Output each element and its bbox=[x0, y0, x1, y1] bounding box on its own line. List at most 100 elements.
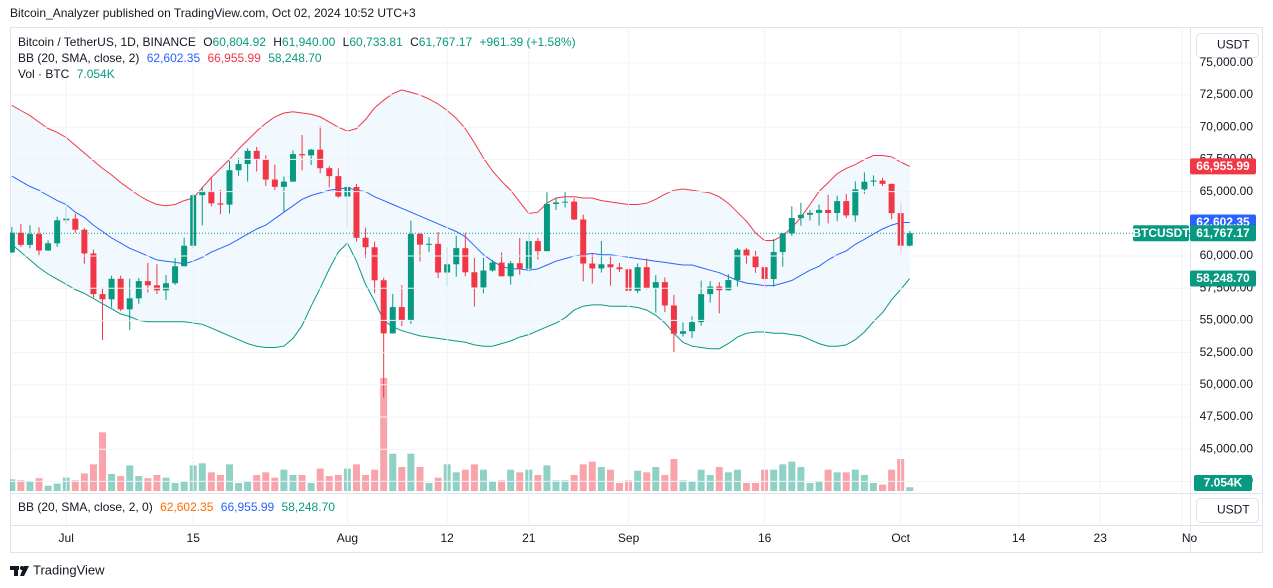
volume-bar bbox=[688, 481, 696, 491]
volume-bar bbox=[334, 475, 342, 491]
volume-bar bbox=[561, 480, 569, 491]
candle-body bbox=[81, 229, 88, 254]
brand-name: TradingView bbox=[33, 562, 105, 577]
candle-body bbox=[870, 180, 877, 182]
volume-bar bbox=[634, 470, 642, 491]
symbol-tag-label: BTCUSDT bbox=[1132, 226, 1190, 240]
volume-bar bbox=[325, 476, 333, 491]
x-tick-label: 15 bbox=[187, 531, 201, 545]
candle-body bbox=[380, 280, 387, 334]
candle-body bbox=[661, 282, 668, 306]
volume-bar bbox=[697, 469, 705, 491]
candle-body bbox=[834, 201, 841, 213]
vol-title: Vol · BTC bbox=[18, 67, 70, 81]
volume-tag bbox=[1194, 475, 1252, 491]
candle-body bbox=[99, 294, 106, 300]
candle-body bbox=[752, 256, 759, 268]
candle-body bbox=[797, 214, 804, 219]
volume-bar bbox=[797, 467, 805, 491]
volume-bar bbox=[10, 479, 16, 491]
candle-body bbox=[426, 243, 433, 245]
volume-bar bbox=[770, 469, 778, 491]
candle-body bbox=[108, 278, 115, 300]
candle-body bbox=[289, 154, 296, 182]
volume-bar bbox=[80, 473, 88, 491]
price-tag-label: 61,767.17 bbox=[1196, 226, 1250, 240]
volume-bar bbox=[53, 483, 61, 491]
volume-bar bbox=[126, 465, 134, 491]
volume-bar bbox=[117, 476, 125, 491]
candle-body bbox=[770, 252, 777, 280]
volume-bar bbox=[280, 469, 288, 491]
volume-bar bbox=[860, 475, 868, 491]
x-tick-label: Aug bbox=[337, 531, 358, 545]
candle-body bbox=[362, 237, 369, 248]
candle-body bbox=[779, 233, 786, 253]
candle-body bbox=[54, 220, 61, 244]
volume-bar bbox=[788, 461, 796, 491]
candle-body bbox=[679, 331, 686, 334]
volume-bar bbox=[434, 477, 442, 491]
x-tick-label: No bbox=[1182, 531, 1198, 545]
currency-button[interactable] bbox=[1196, 498, 1259, 523]
candle-body bbox=[652, 282, 659, 289]
plot-area bbox=[10, 89, 914, 491]
candle-body bbox=[398, 307, 405, 321]
candle-body bbox=[353, 187, 360, 238]
candle-body bbox=[271, 179, 278, 187]
bb-value: 62,602.35 bbox=[146, 51, 201, 65]
candle-body bbox=[235, 164, 242, 171]
volume-bar bbox=[606, 469, 614, 491]
volume-bar bbox=[244, 481, 252, 491]
volume-bar bbox=[380, 377, 388, 491]
bb-value: 66,955.99 bbox=[207, 51, 261, 65]
candle-body bbox=[643, 267, 650, 289]
volume-bar bbox=[815, 481, 823, 491]
candle-body bbox=[144, 281, 151, 286]
candle-body bbox=[589, 263, 596, 269]
volume-bar bbox=[225, 464, 233, 491]
volume-bar bbox=[71, 480, 79, 491]
volume-bar bbox=[235, 483, 243, 491]
volume-bar bbox=[742, 483, 750, 491]
x-tick-label: 23 bbox=[1094, 531, 1108, 545]
volume-bar bbox=[888, 469, 896, 491]
candle-body bbox=[698, 294, 705, 323]
change: +961.39 (+1.58%) bbox=[479, 35, 576, 49]
candle-body bbox=[543, 204, 550, 252]
y-tick-label: 75,000.00 bbox=[1200, 55, 1254, 69]
y-tick-label: 70,000.00 bbox=[1200, 119, 1254, 133]
candle-body bbox=[843, 201, 850, 216]
volume-bar bbox=[597, 467, 605, 491]
volume-bar bbox=[316, 468, 324, 491]
volume-bar bbox=[44, 485, 52, 491]
candle-body bbox=[634, 267, 641, 291]
price-tag bbox=[1190, 225, 1256, 242]
y-tick-label: 65,000.00 bbox=[1200, 184, 1254, 198]
currency-label: USDT bbox=[1217, 503, 1250, 517]
candle-body bbox=[326, 168, 333, 177]
volume-bar bbox=[489, 481, 497, 491]
volume-bar bbox=[461, 469, 469, 491]
volume-bar bbox=[17, 480, 25, 491]
candle-body bbox=[852, 189, 859, 216]
currency-button[interactable] bbox=[1196, 33, 1259, 58]
volume-bar bbox=[135, 476, 143, 491]
volume-bar bbox=[715, 467, 723, 491]
bb-title: BB (20, SMA, close, 2) bbox=[18, 51, 140, 65]
band-line bbox=[11, 175, 910, 287]
volume-bar bbox=[171, 483, 179, 491]
ohlc-value: 60,804.92 bbox=[212, 35, 266, 49]
candle-body bbox=[670, 305, 677, 334]
volume-bar bbox=[588, 461, 596, 491]
candle-body bbox=[135, 281, 142, 299]
volume-bar bbox=[661, 475, 669, 491]
candle-body bbox=[879, 180, 886, 184]
pane-legend: BB (20, SMA, close, 2, 0) 62,602.35 66,9… bbox=[18, 499, 339, 515]
band-fill bbox=[11, 89, 910, 349]
candle-body bbox=[335, 176, 342, 197]
vol-value: 7.054K bbox=[76, 67, 115, 81]
x-tick-label: Oct bbox=[891, 531, 910, 545]
candle-body bbox=[371, 247, 378, 281]
